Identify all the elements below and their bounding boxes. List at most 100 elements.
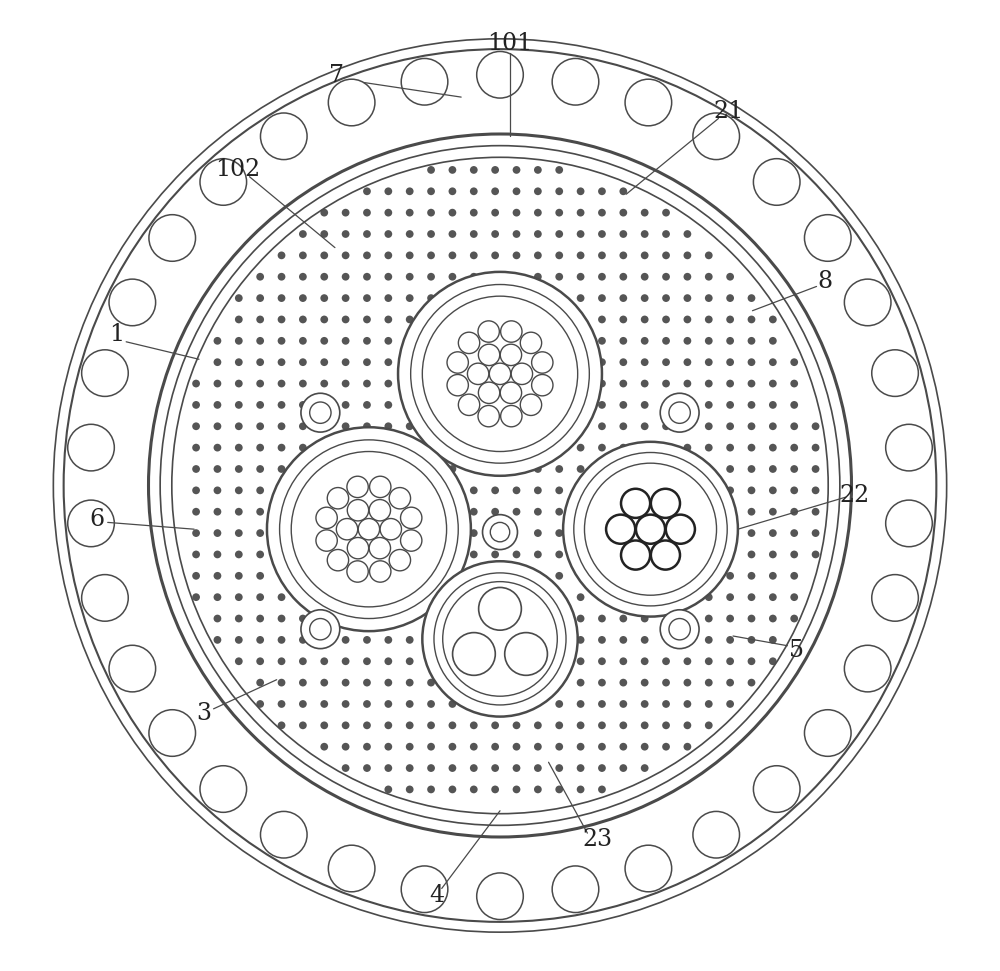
Circle shape xyxy=(563,442,738,617)
Circle shape xyxy=(363,721,371,729)
Circle shape xyxy=(790,465,798,473)
Circle shape xyxy=(64,50,936,921)
Circle shape xyxy=(320,294,328,302)
Circle shape xyxy=(75,60,925,911)
Circle shape xyxy=(370,476,391,497)
Circle shape xyxy=(214,486,221,494)
Circle shape xyxy=(790,593,798,601)
Circle shape xyxy=(256,401,264,409)
Circle shape xyxy=(256,551,264,558)
Circle shape xyxy=(748,508,755,516)
Circle shape xyxy=(651,541,680,570)
Circle shape xyxy=(149,710,196,756)
Circle shape xyxy=(398,272,602,476)
Circle shape xyxy=(235,465,243,473)
Circle shape xyxy=(384,294,392,302)
Circle shape xyxy=(662,230,670,238)
Text: 21: 21 xyxy=(713,100,743,123)
Circle shape xyxy=(641,422,649,430)
Circle shape xyxy=(619,444,627,452)
Circle shape xyxy=(278,721,285,729)
Circle shape xyxy=(598,444,606,452)
Circle shape xyxy=(693,812,740,858)
Circle shape xyxy=(347,561,368,583)
Circle shape xyxy=(491,209,499,217)
Circle shape xyxy=(705,700,713,708)
Circle shape xyxy=(342,294,349,302)
Circle shape xyxy=(534,187,542,195)
Circle shape xyxy=(748,657,755,665)
Circle shape xyxy=(256,572,264,580)
Text: 101: 101 xyxy=(487,32,532,55)
Circle shape xyxy=(278,251,285,259)
Circle shape xyxy=(256,593,264,601)
Circle shape xyxy=(812,422,819,430)
Circle shape xyxy=(748,679,755,686)
Circle shape xyxy=(214,337,221,345)
Circle shape xyxy=(278,636,285,644)
Circle shape xyxy=(598,700,606,708)
Text: 8: 8 xyxy=(818,270,833,293)
Circle shape xyxy=(384,422,392,430)
Circle shape xyxy=(684,380,691,387)
Circle shape xyxy=(534,273,542,281)
Circle shape xyxy=(342,358,349,366)
Circle shape xyxy=(470,551,478,558)
Circle shape xyxy=(380,519,401,540)
Circle shape xyxy=(534,230,542,238)
Circle shape xyxy=(192,380,200,387)
Circle shape xyxy=(256,316,264,323)
Circle shape xyxy=(534,764,542,772)
Circle shape xyxy=(235,422,243,430)
Circle shape xyxy=(278,380,285,387)
Circle shape xyxy=(342,657,349,665)
Circle shape xyxy=(769,444,777,452)
Circle shape xyxy=(342,251,349,259)
Circle shape xyxy=(479,587,521,630)
Circle shape xyxy=(320,316,328,323)
Text: 102: 102 xyxy=(215,158,260,182)
Circle shape xyxy=(790,508,798,516)
Circle shape xyxy=(235,486,243,494)
Circle shape xyxy=(320,209,328,217)
Circle shape xyxy=(577,786,584,793)
Circle shape xyxy=(449,743,456,751)
Circle shape xyxy=(555,764,563,772)
Circle shape xyxy=(619,422,627,430)
Circle shape xyxy=(427,166,435,174)
Circle shape xyxy=(363,209,371,217)
Circle shape xyxy=(666,515,695,544)
Circle shape xyxy=(577,764,584,772)
Circle shape xyxy=(684,444,691,452)
Circle shape xyxy=(769,615,777,622)
Circle shape xyxy=(320,251,328,259)
Circle shape xyxy=(200,158,247,205)
Circle shape xyxy=(299,615,307,622)
Circle shape xyxy=(726,444,734,452)
Circle shape xyxy=(790,486,798,494)
Circle shape xyxy=(705,657,713,665)
Circle shape xyxy=(427,743,435,751)
Circle shape xyxy=(511,363,533,385)
Circle shape xyxy=(406,187,414,195)
Circle shape xyxy=(320,721,328,729)
Circle shape xyxy=(427,209,435,217)
Circle shape xyxy=(619,615,627,622)
Circle shape xyxy=(598,401,606,409)
Circle shape xyxy=(363,636,371,644)
Circle shape xyxy=(342,764,349,772)
Circle shape xyxy=(328,80,375,126)
Circle shape xyxy=(149,215,196,261)
Circle shape xyxy=(491,251,499,259)
Circle shape xyxy=(555,230,563,238)
Circle shape xyxy=(804,215,851,261)
Circle shape xyxy=(443,582,557,696)
Circle shape xyxy=(82,575,128,621)
Circle shape xyxy=(256,657,264,665)
Circle shape xyxy=(278,593,285,601)
Circle shape xyxy=(598,273,606,281)
Circle shape xyxy=(235,358,243,366)
Circle shape xyxy=(384,230,392,238)
Circle shape xyxy=(449,230,456,238)
Circle shape xyxy=(705,444,713,452)
